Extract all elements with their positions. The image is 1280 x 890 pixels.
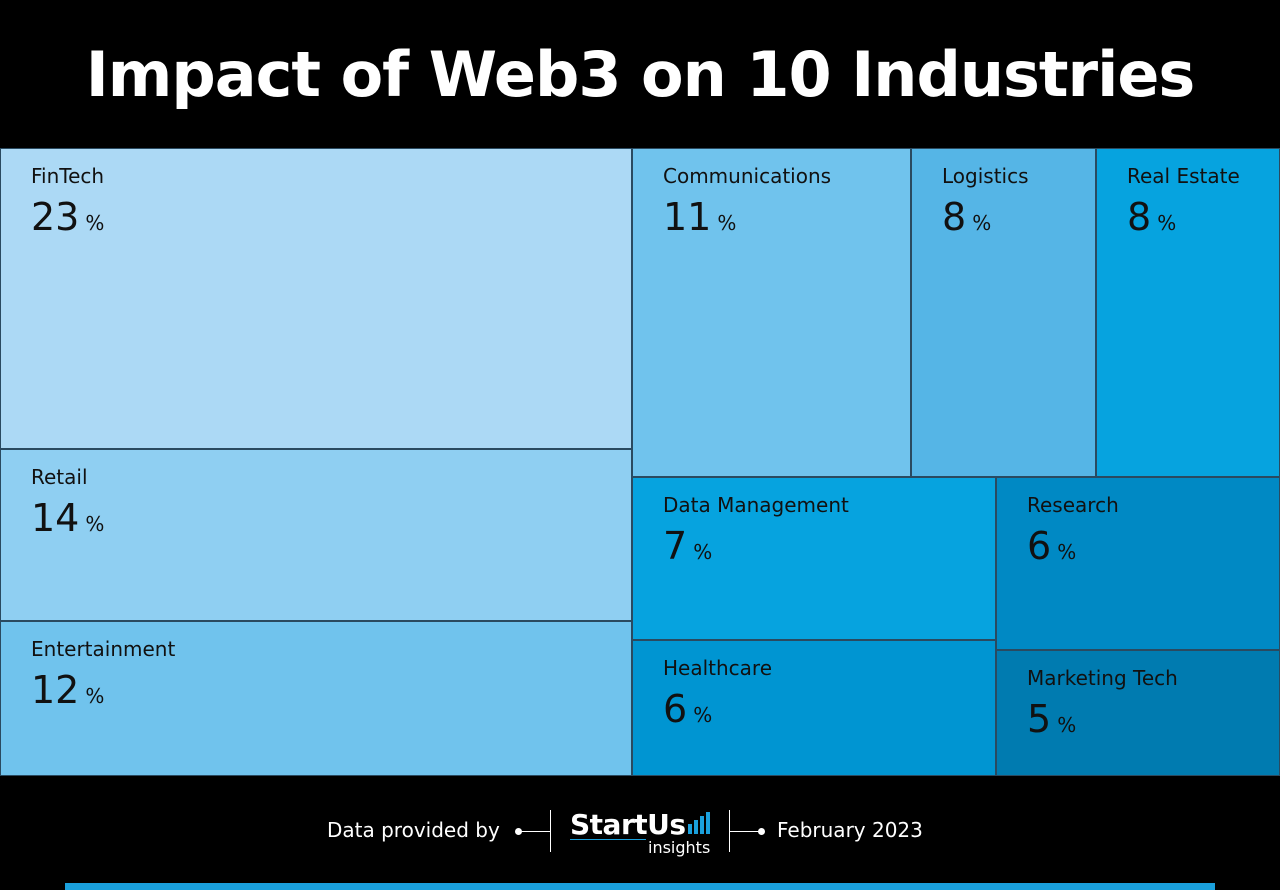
chart-title: Impact of Web3 on 10 Industries — [85, 37, 1196, 111]
cell-value: 8% — [942, 195, 991, 239]
treemap: FinTech 23% Retail 14% Entertainment 12% Commu… — [0, 148, 1280, 776]
value-unit: % — [85, 211, 105, 235]
connector-line-left — [518, 831, 550, 832]
treemap-cell-real-estate: Real Estate 8% — [1096, 148, 1280, 477]
treemap-cell-research: Research 6% — [996, 477, 1280, 650]
cell-label: Research — [1027, 493, 1119, 517]
value-unit: % — [1057, 540, 1077, 564]
value-number: 6 — [663, 687, 688, 731]
value-number: 6 — [1027, 524, 1052, 568]
value-unit: % — [1157, 211, 1177, 235]
value-number: 5 — [1027, 697, 1052, 741]
cell-value: 7% — [663, 524, 712, 568]
startus-logo-text[interactable]: StartUs — [570, 808, 686, 841]
cell-label: Communications — [663, 164, 832, 188]
connector-dot-right — [758, 828, 765, 835]
treemap-cell-data-management: Data Management 7% — [632, 477, 996, 640]
value-number: 11 — [663, 195, 712, 239]
divider-left — [550, 810, 551, 852]
cell-value: 6% — [1027, 524, 1076, 568]
cell-label: FinTech — [31, 164, 105, 188]
value-number: 8 — [942, 195, 967, 239]
cell-label: Marketing Tech — [1027, 666, 1178, 690]
date-label: February 2023 — [777, 818, 923, 842]
value-unit: % — [1057, 713, 1077, 737]
cell-label: Real Estate — [1127, 164, 1240, 188]
value-unit: % — [85, 512, 105, 536]
treemap-cell-entertainment: Entertainment 12% — [0, 621, 632, 776]
cell-value: 8% — [1127, 195, 1176, 239]
treemap-cell-logistics: Logistics 8% — [911, 148, 1096, 477]
treemap-cell-fintech: FinTech 23% — [0, 148, 632, 449]
value-number: 12 — [31, 668, 80, 712]
treemap-cell-marketing-tech: Marketing Tech 5% — [996, 650, 1280, 776]
treemap-cell-healthcare: Healthcare 6% — [632, 640, 996, 776]
accent-bar — [65, 883, 1215, 890]
value-unit: % — [693, 703, 713, 727]
data-provided-label: Data provided by — [327, 818, 500, 842]
cell-value: 23% — [31, 195, 104, 239]
treemap-cell-communications: Communications 11% — [632, 148, 911, 477]
cell-label: Retail — [31, 465, 88, 489]
connector-line-right — [729, 831, 761, 832]
value-number: 14 — [31, 496, 80, 540]
value-number: 7 — [663, 524, 688, 568]
value-unit: % — [85, 684, 105, 708]
cell-value: 14% — [31, 496, 104, 540]
cell-label: Healthcare — [663, 656, 773, 680]
cell-label: Data Management — [663, 493, 849, 517]
cell-label: Entertainment — [31, 637, 176, 661]
cell-value: 6% — [663, 687, 712, 731]
cell-value: 11% — [663, 195, 736, 239]
logo-underline — [570, 839, 646, 840]
logo-bars-icon — [688, 812, 712, 834]
value-unit: % — [693, 540, 713, 564]
cell-value: 12% — [31, 668, 104, 712]
footer: Data provided by StartUs insights Februa… — [0, 776, 1280, 884]
value-unit: % — [717, 211, 737, 235]
cell-value: 5% — [1027, 697, 1076, 741]
value-number: 8 — [1127, 195, 1152, 239]
treemap-cell-retail: Retail 14% — [0, 449, 632, 621]
cell-label: Logistics — [942, 164, 1029, 188]
value-number: 23 — [31, 195, 80, 239]
value-unit: % — [972, 211, 992, 235]
insights-logo-text: insights — [648, 838, 711, 857]
